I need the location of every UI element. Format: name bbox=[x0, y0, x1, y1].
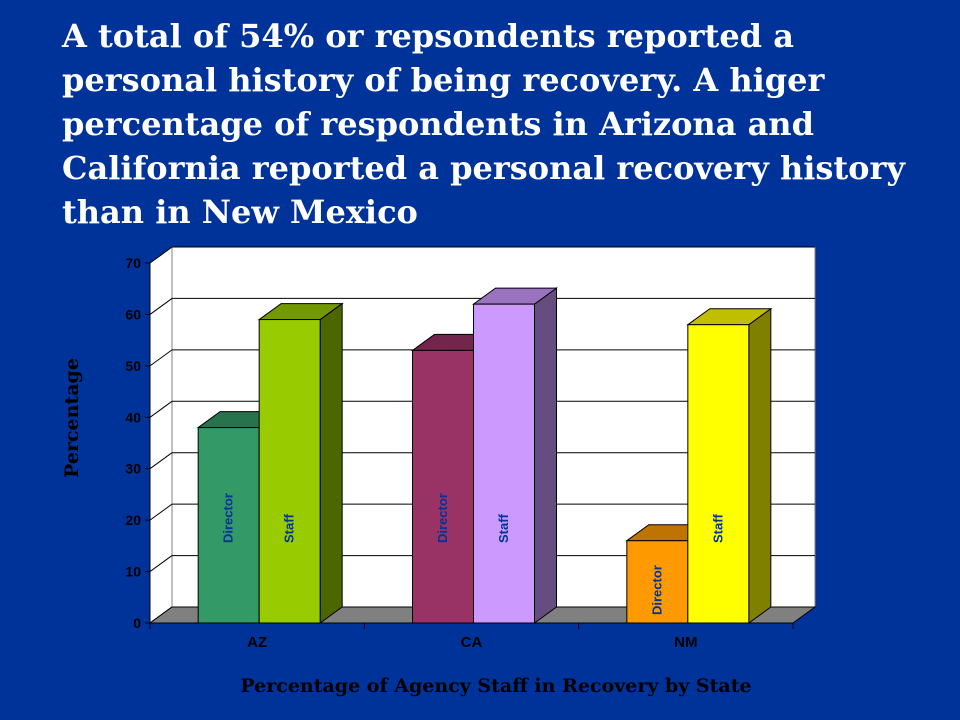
y-tick-label-60: 60 bbox=[125, 306, 141, 322]
gridline-side-40 bbox=[149, 400, 173, 418]
gridline-side-10 bbox=[149, 555, 173, 572]
bar-side bbox=[319, 302, 343, 624]
gridline-side-60 bbox=[149, 298, 173, 315]
bar-front bbox=[473, 303, 535, 624]
bar-label-nm-staff: Staff bbox=[710, 513, 725, 543]
chart-side-wall bbox=[149, 246, 173, 624]
x-category-label-ca: CA bbox=[461, 634, 483, 651]
gridline-side-30 bbox=[149, 452, 173, 470]
slide-title: A total of 54% or repsondents reported a… bbox=[62, 17, 905, 231]
bar-front bbox=[197, 427, 260, 624]
y-axis-title: Percentage bbox=[61, 358, 83, 478]
y-tick-label-20: 20 bbox=[125, 512, 141, 528]
y-tick-labels: 0 10 20 30 40 50 60 70 bbox=[125, 255, 141, 631]
x-category-labels: AZ CA NM bbox=[247, 634, 697, 651]
bar-label-ca-director: Director bbox=[435, 493, 450, 543]
bar-front bbox=[412, 349, 474, 624]
bar-side bbox=[534, 287, 557, 624]
y-tick-label-0: 0 bbox=[133, 615, 141, 631]
y-tick-label-50: 50 bbox=[125, 358, 141, 374]
bar-nm-staff: Staff bbox=[686, 307, 773, 624]
x-axis-title: Percentage of Agency Staff in Recovery b… bbox=[240, 675, 751, 697]
bar-front bbox=[258, 319, 321, 624]
bar-az-staff: Staff bbox=[257, 302, 344, 624]
gridline-side-50 bbox=[149, 349, 173, 367]
bar-ca-staff: Staff bbox=[471, 287, 559, 624]
gridline-side-70 bbox=[149, 246, 173, 264]
bar-side bbox=[748, 307, 772, 624]
bar-label-ca-staff: Staff bbox=[496, 513, 511, 543]
y-tick-label-40: 40 bbox=[125, 409, 141, 425]
bar-label-az-staff: Staff bbox=[282, 513, 297, 543]
y-tick-label-70: 70 bbox=[125, 255, 141, 271]
bar-label-nm-director: Director bbox=[649, 565, 664, 615]
bar-label-az-director: Director bbox=[221, 493, 236, 543]
x-category-label-nm: NM bbox=[674, 634, 697, 651]
axes bbox=[145, 262, 794, 629]
x-category-label-az: AZ bbox=[247, 634, 267, 651]
bar-front bbox=[687, 324, 750, 624]
y-tick-label-10: 10 bbox=[125, 564, 141, 580]
y-tick-label-30: 30 bbox=[125, 461, 141, 477]
gridline-side-20 bbox=[149, 503, 173, 521]
bars: Director Staff Director Staff Director Staff bbox=[196, 287, 773, 624]
